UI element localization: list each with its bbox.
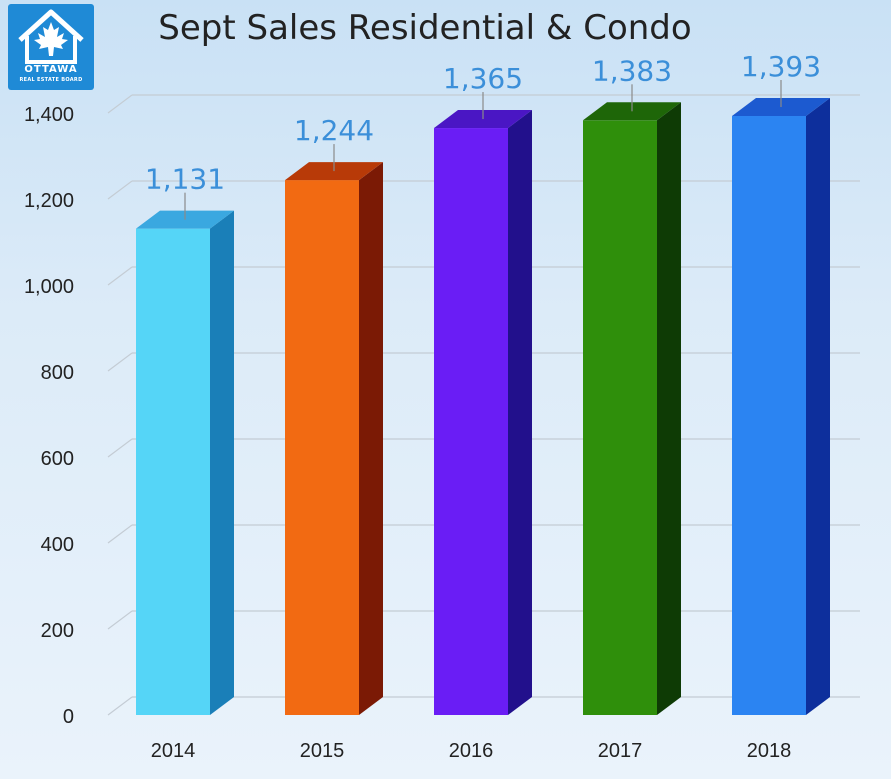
ottawa-real-estate-board-logo: OTTAWA REAL ESTATE BOARD	[8, 4, 94, 90]
logo-subtitle: REAL ESTATE BOARD	[19, 77, 83, 83]
x-axis-labels: 2014 2015 2016 2017 2018	[151, 740, 792, 762]
gridline-depth	[107, 524, 133, 544]
gridline-depth	[107, 610, 133, 630]
data-labels: 1,131 1,244 1,365 1,383 1,393	[145, 50, 821, 220]
data-label: 1,244	[294, 114, 374, 147]
bar-front	[434, 128, 508, 716]
x-tick-label: 2015	[300, 740, 345, 762]
bar-side	[508, 110, 532, 716]
data-label: 1,131	[145, 163, 225, 196]
x-tick-label: 2016	[449, 740, 494, 762]
gridline-depth	[107, 94, 133, 114]
data-label: 1,365	[443, 62, 523, 95]
y-tick-label: 1,200	[24, 190, 74, 212]
bar-front	[732, 116, 806, 715]
bar-side	[210, 210, 234, 716]
bar-front	[136, 228, 210, 716]
gridline-depth	[107, 438, 133, 458]
gridline-depth	[107, 266, 133, 286]
bars	[136, 98, 830, 716]
y-axis-ticks: 0 200 400 600 800 1,000 1,200 1,400	[24, 104, 74, 728]
bar-side	[806, 98, 830, 715]
bar-side	[359, 162, 383, 715]
y-tick-label: 0	[63, 706, 74, 728]
bar-2014	[136, 210, 234, 716]
gridline-depth	[107, 352, 133, 372]
x-tick-label: 2018	[747, 740, 792, 762]
bar-front	[285, 180, 359, 715]
bar-front	[583, 120, 657, 715]
x-tick-label: 2017	[598, 740, 643, 762]
gridline-depth	[107, 180, 133, 200]
logo-name: OTTAWA	[24, 64, 78, 75]
gridline-depth	[107, 696, 133, 716]
y-tick-label: 200	[41, 620, 74, 642]
y-tick-label: 1,000	[24, 276, 74, 298]
data-label: 1,393	[741, 50, 821, 83]
x-tick-label: 2014	[151, 740, 196, 762]
chart-title: Sept Sales Residential & Condo	[158, 8, 692, 48]
data-label: 1,383	[592, 54, 672, 87]
y-tick-label: 400	[41, 534, 74, 556]
bar-2016	[434, 110, 532, 716]
house-maple-leaf-icon	[18, 9, 84, 64]
bar-2015	[285, 162, 383, 715]
y-tick-label: 800	[41, 362, 74, 384]
bar-2017	[583, 102, 681, 715]
y-tick-label: 1,400	[24, 104, 74, 126]
bar-2018	[732, 98, 830, 715]
y-tick-label: 600	[41, 448, 74, 470]
bar-side	[657, 102, 681, 715]
